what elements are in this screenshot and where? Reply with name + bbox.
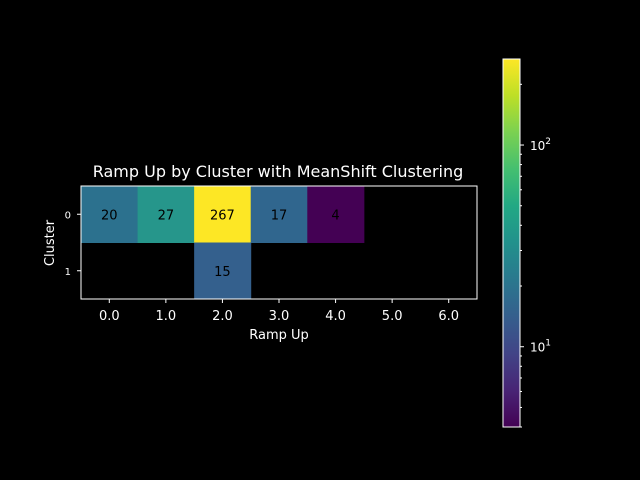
cell-value-label: 4: [331, 208, 339, 223]
x-tick-label: 6.0: [438, 309, 459, 324]
cell-value-label: 17: [271, 208, 288, 223]
cell-value-label: 27: [158, 208, 175, 223]
x-tick-label: 1.0: [156, 309, 177, 324]
y-axis-label: Cluster: [43, 219, 58, 266]
heatmap-cell-r1-c2: [194, 242, 252, 300]
heatmap-cell-r0-c0: [81, 186, 139, 243]
heatmap-cells: 20 27 267 17 4 15: [81, 186, 365, 300]
colorbar-ticks: 101 102: [520, 83, 551, 428]
x-axis-ticks: 0.0 1.0 2.0 3.0 4.0 5.0 6.0: [99, 299, 459, 324]
y-tick-label: 0: [65, 210, 71, 221]
chart-title: Ramp Up by Cluster with MeanShift Cluste…: [93, 162, 464, 181]
x-axis-label: Ramp Up: [249, 328, 309, 343]
heatmap-cell-r0-c2: [194, 186, 252, 243]
x-tick-label: 4.0: [325, 309, 346, 324]
heatmap-cell-r0-c3: [250, 186, 308, 243]
colorbar-tick-label: 102: [530, 137, 551, 153]
heatmap-cell-r0-c4: [307, 186, 365, 243]
colorbar-tick-label: 101: [530, 339, 551, 355]
cell-value-label: 20: [101, 208, 118, 223]
cell-value-label: 267: [210, 208, 235, 223]
heatmap-cell-r0-c1: [137, 186, 195, 243]
cell-value-label: 15: [214, 265, 231, 280]
x-tick-label: 3.0: [269, 309, 290, 324]
y-tick-label: 1: [65, 267, 71, 278]
colorbar: [502, 58, 521, 428]
y-axis-ticks: 01: [65, 210, 81, 278]
x-tick-label: 5.0: [382, 309, 403, 324]
x-tick-label: 2.0: [212, 309, 233, 324]
x-tick-label: 0.0: [99, 309, 120, 324]
